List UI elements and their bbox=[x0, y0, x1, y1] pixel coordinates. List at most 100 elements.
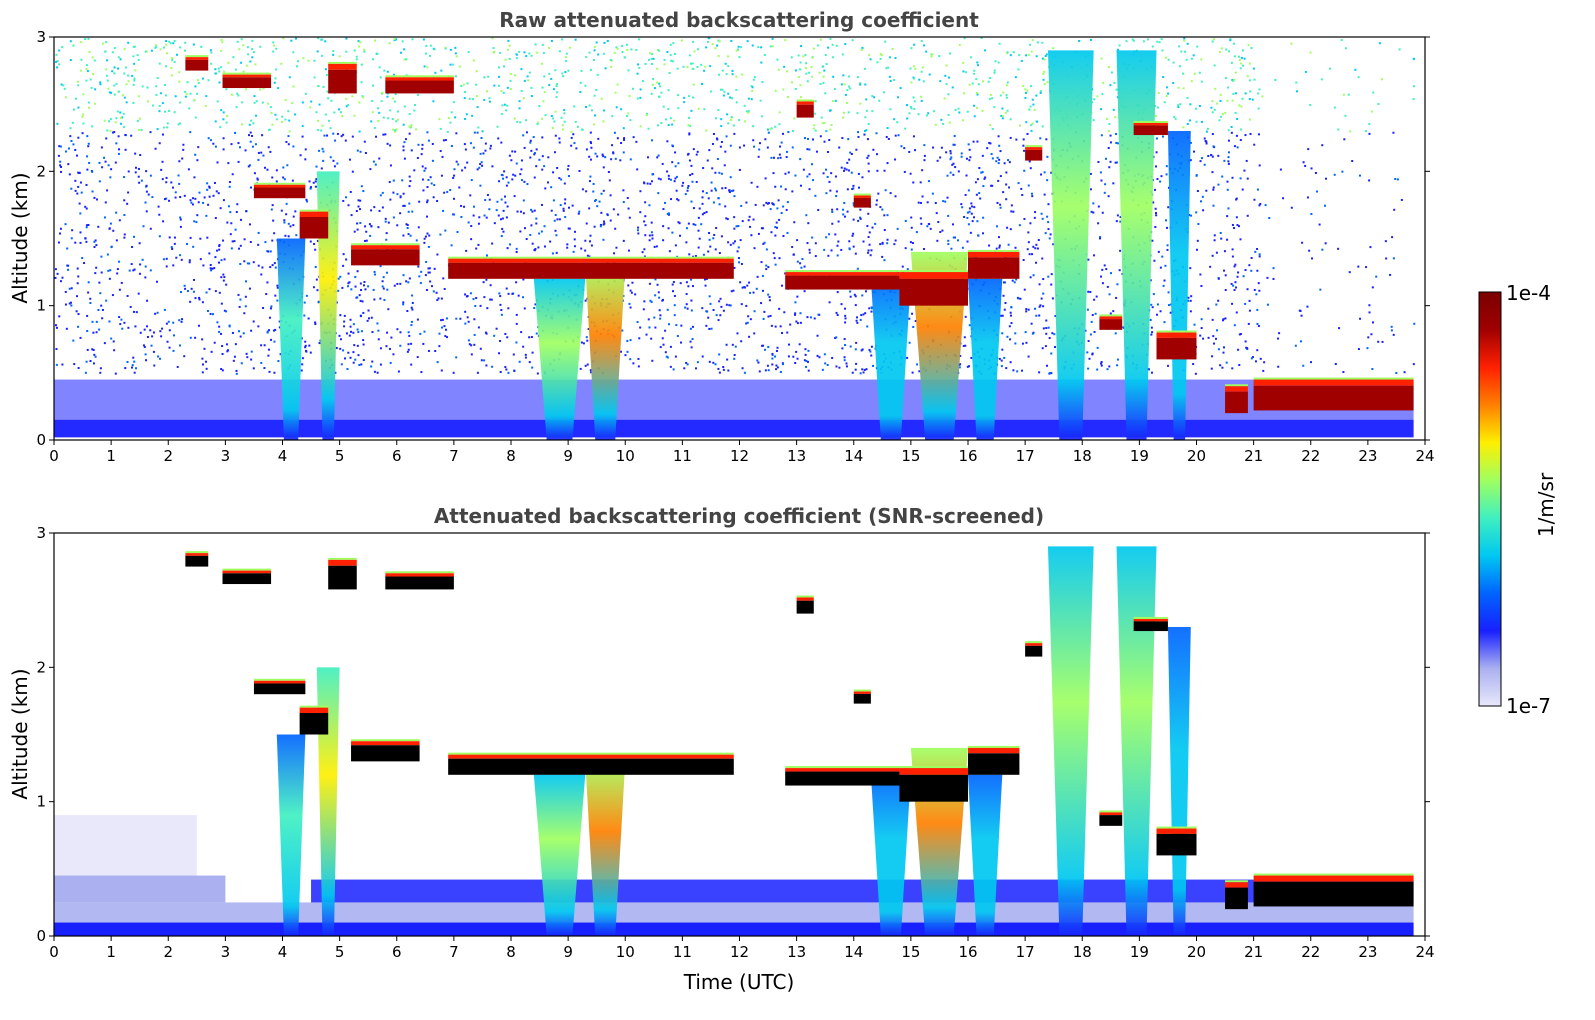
noise-pixel bbox=[1239, 177, 1242, 180]
noise-pixel bbox=[115, 82, 118, 85]
noise-pixel bbox=[764, 369, 767, 372]
noise-pixel bbox=[893, 118, 896, 121]
noise-pixel bbox=[560, 116, 563, 119]
noise-pixel bbox=[1003, 308, 1006, 311]
noise-pixel bbox=[845, 365, 848, 368]
noise-pixel bbox=[103, 119, 106, 122]
noise-pixel bbox=[288, 130, 291, 133]
noise-pixel bbox=[267, 102, 270, 105]
noise-pixel bbox=[393, 39, 396, 42]
noise-pixel bbox=[1167, 92, 1170, 95]
noise-pixel bbox=[1224, 289, 1227, 292]
noise-pixel bbox=[471, 98, 474, 101]
noise-pixel bbox=[98, 161, 101, 164]
cloud-top bbox=[185, 553, 209, 556]
noise-pixel bbox=[834, 175, 837, 178]
noise-pixel bbox=[908, 112, 911, 115]
noise-pixel bbox=[381, 91, 384, 94]
noise-pixel bbox=[93, 196, 96, 199]
noise-pixel bbox=[118, 288, 121, 291]
noise-pixel bbox=[486, 90, 489, 93]
noise-pixel bbox=[658, 296, 661, 299]
noise-pixel bbox=[134, 166, 137, 169]
noise-pixel bbox=[223, 309, 226, 312]
noise-pixel bbox=[791, 190, 794, 193]
noise-pixel bbox=[179, 101, 182, 104]
noise-pixel bbox=[670, 59, 673, 62]
noise-pixel bbox=[1248, 79, 1251, 82]
noise-pixel bbox=[629, 158, 632, 161]
noise-pixel bbox=[111, 294, 114, 297]
noise-pixel bbox=[856, 112, 859, 115]
noise-pixel bbox=[704, 65, 707, 68]
noise-pixel bbox=[884, 189, 887, 192]
noise-pixel bbox=[968, 365, 971, 368]
noise-pixel bbox=[389, 144, 392, 147]
noise-pixel bbox=[414, 104, 417, 107]
noise-pixel bbox=[1107, 195, 1110, 198]
noise-pixel bbox=[155, 85, 158, 88]
noise-pixel bbox=[491, 37, 494, 40]
noise-pixel bbox=[163, 83, 166, 86]
noise-pixel bbox=[135, 367, 138, 370]
noise-pixel bbox=[352, 323, 355, 326]
noise-pixel bbox=[921, 195, 924, 198]
noise-pixel bbox=[274, 328, 277, 331]
noise-pixel bbox=[1089, 172, 1092, 175]
noise-pixel bbox=[1272, 267, 1275, 270]
noise-pixel bbox=[1100, 364, 1103, 367]
noise-pixel bbox=[730, 189, 733, 192]
noise-pixel bbox=[1183, 39, 1186, 42]
noise-pixel bbox=[886, 127, 889, 130]
noise-pixel bbox=[688, 54, 691, 57]
noise-pixel bbox=[108, 120, 111, 123]
noise-pixel bbox=[1241, 188, 1244, 191]
noise-pixel bbox=[555, 234, 558, 237]
noise-pixel bbox=[159, 92, 162, 95]
noise-pixel bbox=[1243, 57, 1246, 60]
noise-pixel bbox=[1233, 289, 1236, 292]
noise-pixel bbox=[854, 295, 857, 298]
noise-pixel bbox=[590, 109, 593, 112]
noise-pixel bbox=[745, 322, 748, 325]
noise-pixel bbox=[84, 371, 87, 374]
noise-pixel bbox=[1306, 196, 1309, 199]
noise-pixel bbox=[683, 96, 686, 99]
noise-pixel bbox=[620, 141, 623, 144]
noise-pixel bbox=[945, 83, 948, 86]
noise-pixel bbox=[262, 154, 265, 157]
noise-pixel bbox=[993, 69, 996, 72]
noise-pixel bbox=[737, 48, 740, 51]
noise-pixel bbox=[1150, 333, 1153, 336]
noise-pixel bbox=[1001, 348, 1004, 351]
noise-pixel bbox=[602, 120, 605, 123]
noise-pixel bbox=[1091, 314, 1094, 317]
noise-pixel bbox=[849, 295, 852, 298]
noise-pixel bbox=[140, 128, 143, 131]
noise-pixel bbox=[671, 60, 674, 63]
noise-pixel bbox=[555, 85, 558, 88]
noise-pixel bbox=[906, 268, 909, 271]
noise-pixel bbox=[133, 360, 136, 363]
noise-pixel bbox=[1027, 308, 1030, 311]
noise-pixel bbox=[706, 159, 709, 162]
noise-pixel bbox=[1032, 103, 1035, 106]
noise-pixel bbox=[971, 82, 974, 85]
noise-pixel bbox=[1087, 258, 1090, 261]
noise-pixel bbox=[1009, 228, 1012, 231]
noise-pixel bbox=[76, 282, 79, 285]
noise-pixel bbox=[968, 324, 971, 327]
noise-pixel bbox=[951, 86, 954, 89]
noise-pixel bbox=[1153, 259, 1156, 262]
noise-pixel bbox=[765, 264, 768, 267]
noise-pixel bbox=[1173, 115, 1176, 118]
noise-pixel bbox=[623, 56, 626, 59]
noise-pixel bbox=[1045, 364, 1048, 367]
noise-pixel bbox=[1034, 211, 1037, 214]
noise-pixel bbox=[473, 131, 476, 134]
noise-pixel bbox=[664, 329, 667, 332]
noise-pixel bbox=[188, 261, 191, 264]
noise-pixel bbox=[517, 294, 520, 297]
noise-pixel bbox=[425, 215, 428, 218]
noise-pixel bbox=[831, 56, 834, 59]
